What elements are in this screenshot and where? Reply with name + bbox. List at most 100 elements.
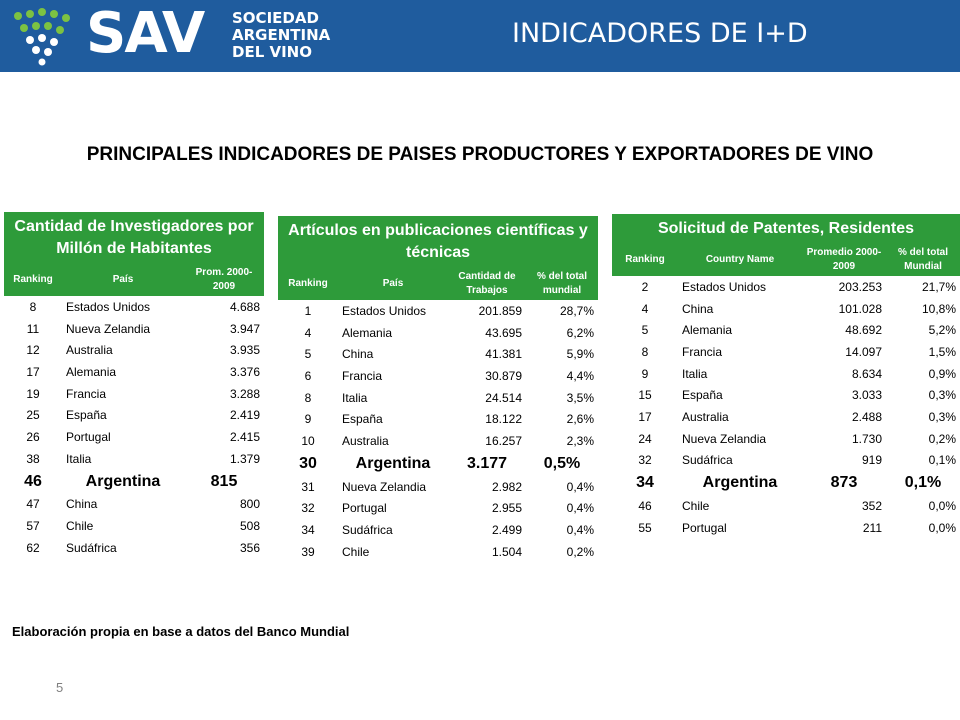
country-cell: China — [682, 301, 714, 316]
table-row: 11 Nueva Zelandia 3.947 — [4, 318, 264, 340]
table-row: 25 España 2.419 — [4, 404, 264, 426]
table-row: 9 Italia 8.634 0,9% — [612, 363, 960, 385]
rank-cell: 38 — [26, 451, 40, 466]
rank-cell: 8 — [641, 344, 649, 359]
highlight-row: 34 Argentina 873 0,1% — [612, 471, 960, 495]
value-cell: 2.488 — [851, 409, 882, 424]
rank-cell: 24 — [638, 431, 652, 446]
country-cell: China — [66, 497, 98, 512]
value-cell: 356 — [239, 540, 260, 555]
table-row: 26 Portugal 2.415 — [4, 426, 264, 448]
table-row: 15 España 3.033 0,3% — [612, 384, 960, 406]
source-note: Elaboración propia en base a datos del B… — [12, 624, 350, 639]
column-header: Ranking — [4, 264, 62, 296]
value-cell: 0,9% — [928, 366, 957, 381]
country-cell: Italia — [342, 390, 368, 405]
value-cell: 352 — [861, 499, 882, 514]
rank-cell: 46 — [638, 499, 652, 514]
table-title: Solicitud de Patentes, Residentes — [612, 214, 960, 244]
rank-cell: 8 — [29, 299, 37, 314]
country-cell: Nueva Zelandia — [66, 321, 151, 336]
value-cell: 0,1% — [928, 453, 957, 468]
value-cell: 18.122 — [485, 412, 522, 427]
table-row: 32 Portugal 2.955 0,4% — [278, 498, 598, 520]
value-cell: 3.288 — [229, 386, 260, 401]
column-header: País — [62, 264, 184, 296]
column-header: Ranking — [278, 268, 338, 300]
table-row: 17 Australia 2.488 0,3% — [612, 406, 960, 428]
country-cell: Francia — [342, 368, 383, 383]
value-cell: 28,7% — [559, 303, 595, 318]
table-row: 8 Estados Unidos 4.688 — [4, 296, 264, 318]
rank-cell: 5 — [641, 323, 649, 338]
column-header: Promedio 2000-2009 — [802, 244, 886, 276]
table-row: 5 Alemania 48.692 5,2% — [612, 319, 960, 341]
country-cell: Argentina — [702, 474, 778, 492]
rank-cell: 19 — [26, 386, 40, 401]
value-cell: 43.695 — [485, 325, 522, 340]
column-header: País — [338, 268, 448, 300]
value-cell: 0,4% — [566, 479, 595, 494]
country-cell: España — [342, 412, 383, 427]
value-cell: 3.947 — [229, 321, 260, 336]
value-cell: 2.955 — [491, 501, 522, 516]
highlight-row: 30 Argentina 3.177 0,5% — [278, 452, 598, 476]
value-cell: 2.982 — [491, 479, 522, 494]
value-cell: 0,4% — [566, 523, 595, 538]
table-row: 8 Italia 24.514 3,5% — [278, 387, 598, 409]
value-cell: 2,6% — [566, 412, 595, 427]
country-cell: Chile — [682, 499, 710, 514]
table-row: 57 Chile 508 — [4, 515, 264, 537]
country-cell: Estados Unidos — [682, 279, 767, 294]
value-cell: 30.879 — [485, 368, 522, 383]
country-cell: Estados Unidos — [66, 299, 151, 314]
country-cell: Francia — [66, 386, 107, 401]
value-cell: 815 — [210, 472, 238, 490]
country-cell: España — [66, 408, 107, 423]
value-cell: 3.935 — [229, 343, 260, 358]
table-row: 5 China 41.381 5,9% — [278, 343, 598, 365]
value-cell: 0,4% — [566, 501, 595, 516]
value-cell: 873 — [830, 474, 858, 492]
rank-cell: 46 — [24, 472, 42, 490]
country-cell: Chile — [66, 519, 94, 534]
country-cell: Nueva Zelandia — [682, 431, 767, 446]
table-row: 47 China 800 — [4, 494, 264, 516]
rank-cell: 2 — [641, 279, 649, 294]
table-row: 1 Estados Unidos 201.859 28,7% — [278, 300, 598, 322]
column-header: Country Name — [678, 244, 802, 276]
rank-cell: 9 — [641, 366, 649, 381]
rank-cell: 55 — [638, 520, 652, 535]
rank-cell: 8 — [304, 390, 312, 405]
table-row: 12 Australia 3.935 — [4, 339, 264, 361]
column-header: Cantidad de Trabajos — [448, 268, 526, 300]
column-header: Ranking — [612, 244, 678, 276]
column-header: % del total mundial — [526, 268, 599, 300]
value-cell: 3.177 — [466, 454, 508, 472]
value-cell: 2,3% — [566, 433, 595, 448]
value-cell: 3,5% — [566, 390, 595, 405]
value-cell: 16.257 — [485, 433, 522, 448]
header-bar: SAV SOCIEDAD ARGENTINA DEL VINO INDICADO… — [0, 0, 960, 72]
rank-cell: 11 — [26, 321, 40, 336]
value-cell: 0,2% — [928, 431, 957, 446]
logo-sub-line: DEL VINO — [232, 43, 312, 61]
country-cell: Nueva Zelandia — [342, 479, 427, 494]
header-title: INDICADORES DE I+D — [512, 18, 808, 49]
rank-cell: 34 — [301, 523, 315, 538]
researchers-table: Cantidad de Investigadores por Millón de… — [4, 212, 264, 559]
country-cell: Alemania — [342, 325, 393, 340]
rank-cell: 31 — [301, 479, 315, 494]
table-title: Artículos en publicaciones científicas y… — [278, 216, 599, 268]
value-cell: 101.028 — [838, 301, 882, 316]
value-cell: 48.692 — [845, 323, 882, 338]
rank-cell: 4 — [641, 301, 649, 316]
table-row: 32 Sudáfrica 919 0,1% — [612, 450, 960, 472]
rank-cell: 62 — [26, 540, 40, 555]
logo-subtitle: SOCIEDAD ARGENTINA DEL VINO — [232, 10, 330, 61]
rank-cell: 32 — [638, 453, 652, 468]
value-cell: 2.499 — [491, 523, 522, 538]
column-header: % del total Mundial — [886, 244, 960, 276]
rank-cell: 30 — [299, 454, 317, 472]
table-row: 46 Chile 352 0,0% — [612, 495, 960, 517]
